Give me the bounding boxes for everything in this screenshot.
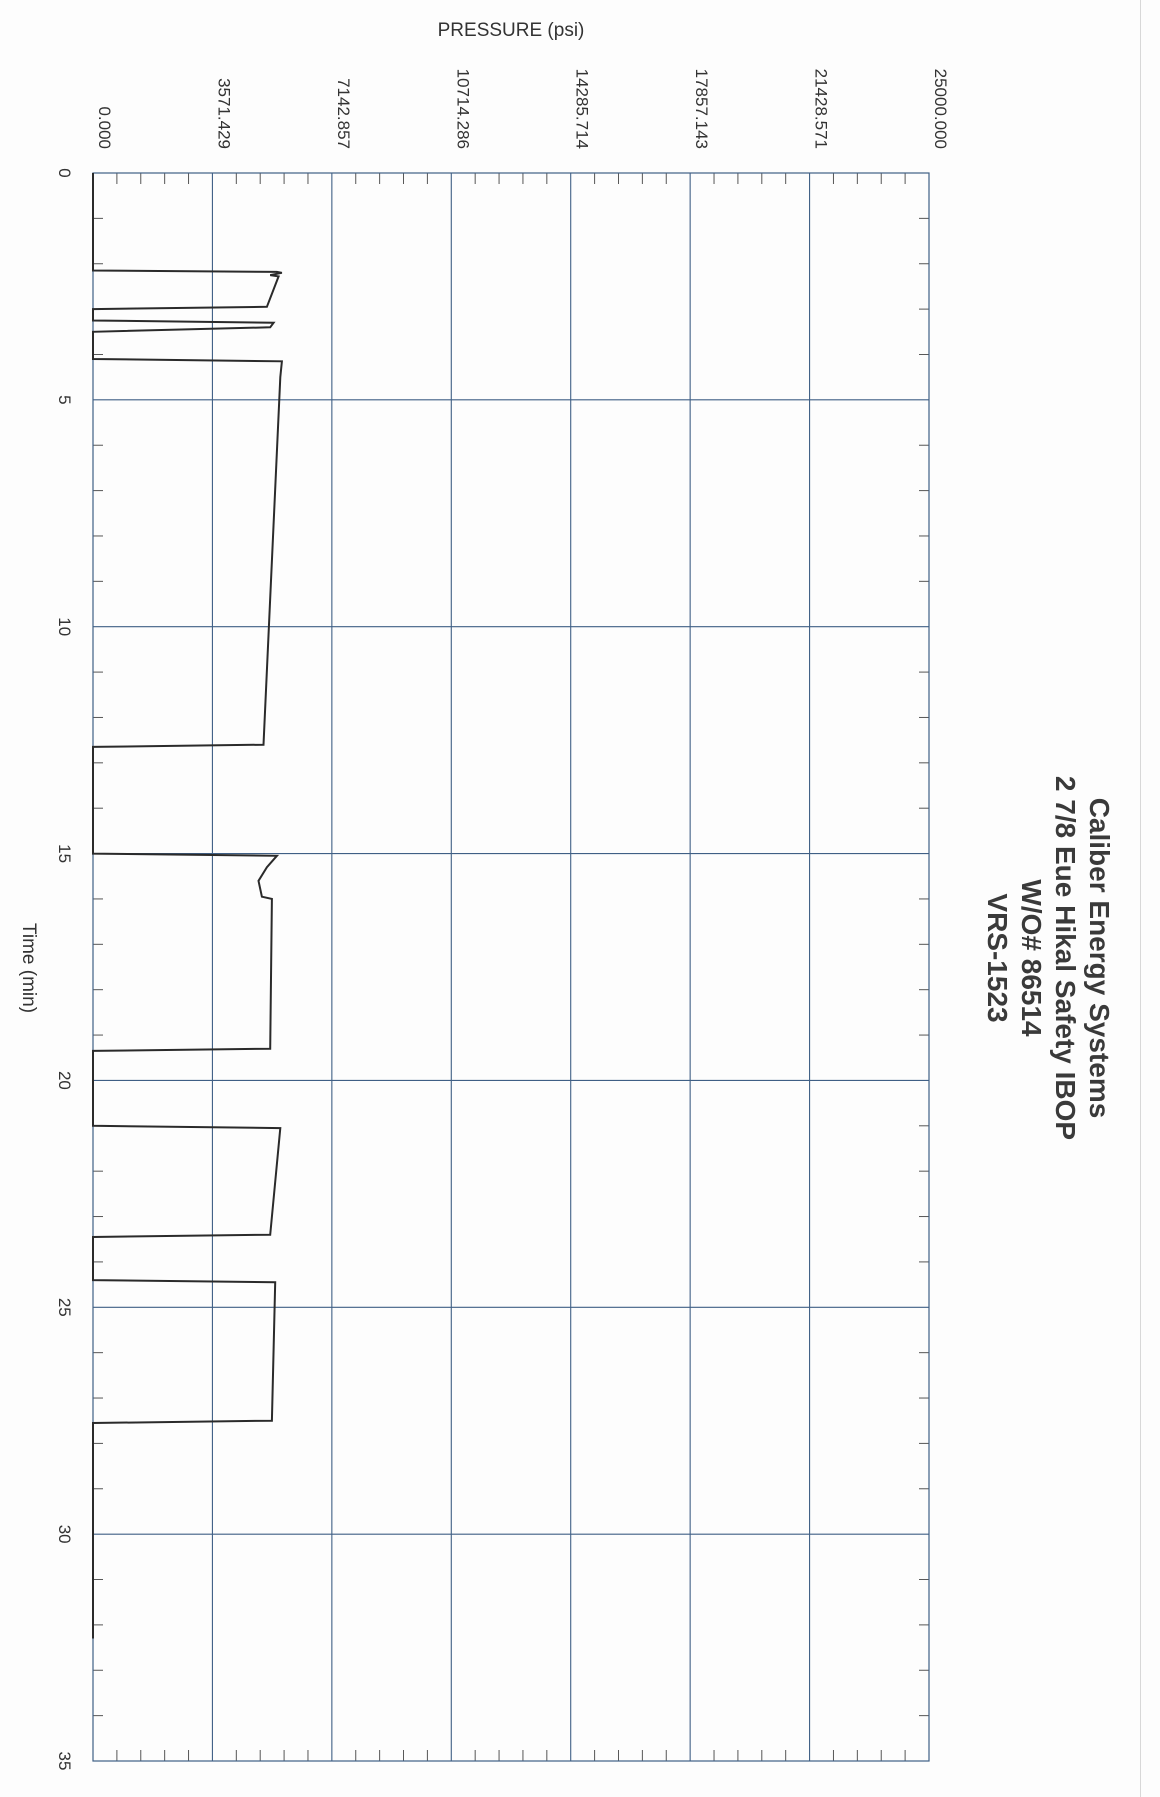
x-axis-title: Time (min) xyxy=(18,923,39,1013)
plot-frame xyxy=(92,172,930,1762)
y-tick-label: 21428.571 xyxy=(812,69,831,149)
axis-labels: 0.000 3571.429 7142.857 10714.286 14285.714 1… xyxy=(55,69,950,1771)
title-line-3: W/O# 86514 xyxy=(1016,879,1047,1037)
axis-ticks xyxy=(93,173,929,1761)
grid-lines xyxy=(93,173,929,1761)
y-axis-title: PRESSURE (psi) xyxy=(438,20,585,41)
y-tick-label: 10714.286 xyxy=(453,69,472,149)
page-edge xyxy=(1140,0,1141,1797)
x-tick-label: 35 xyxy=(55,1752,74,1771)
x-tick-label: 0 xyxy=(55,168,74,177)
y-tick-label: 14285.714 xyxy=(573,69,592,149)
y-tick-label: 25000.000 xyxy=(931,69,950,149)
y-tick-label: 7142.857 xyxy=(334,78,353,149)
x-tick-label: 15 xyxy=(55,844,74,863)
y-tick-label: 17857.143 xyxy=(692,69,711,149)
chart-title: Caliber Energy Systems 2 7/8 Eue Hikal S… xyxy=(982,776,1115,1140)
title-line-2: 2 7/8 Eue Hikal Safety IBOP xyxy=(1050,776,1081,1140)
y-tick-label: 0.000 xyxy=(95,106,114,149)
title-line-1: Caliber Energy Systems xyxy=(1084,798,1115,1119)
x-tick-label: 5 xyxy=(55,395,74,404)
title-line-4: VRS-1523 xyxy=(982,893,1013,1022)
x-tick-label: 20 xyxy=(55,1071,74,1090)
x-tick-label: 30 xyxy=(55,1525,74,1544)
x-tick-label: 25 xyxy=(55,1298,74,1317)
y-tick-label: 3571.429 xyxy=(214,78,233,149)
pressure-series-line xyxy=(92,173,284,1639)
x-tick-label: 10 xyxy=(55,617,74,636)
